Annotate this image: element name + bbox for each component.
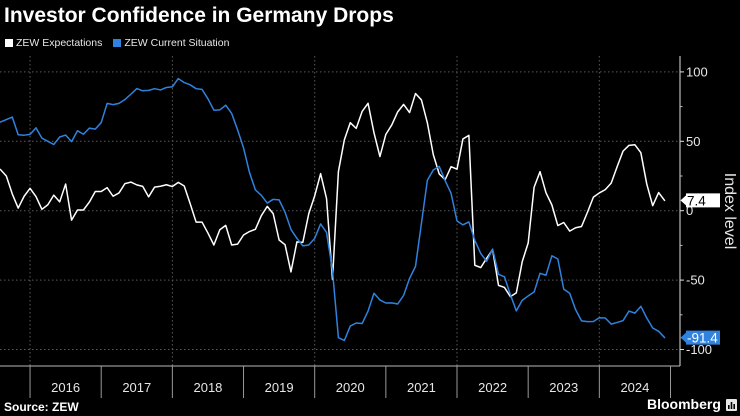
last-value-box	[680, 193, 720, 208]
last-value-text: -91.4	[687, 331, 718, 346]
x-tick-label: 2020	[336, 380, 365, 395]
x-tick-label: 2018	[193, 380, 222, 395]
x-tick-label: 2024	[620, 380, 649, 395]
chart-title: Investor Confidence in Germany Drops	[4, 4, 394, 27]
y-tick-label: 50	[686, 134, 700, 149]
bloomberg-terminal-icon	[726, 399, 737, 411]
x-tick-label: 2019	[265, 380, 294, 395]
x-tick-label: 2021	[407, 380, 436, 395]
legend-label-expectations: ZEW Expectations	[16, 37, 103, 49]
last-value-box	[680, 330, 720, 345]
last-value-text: 7.4	[687, 193, 706, 208]
x-tick-label: 2023	[549, 380, 578, 395]
y-tick-label: -100	[686, 342, 712, 357]
last-value-label: -91.4	[680, 330, 720, 346]
y-axis-title: Index level	[721, 173, 738, 250]
series-line-zew-current-situation	[0, 77, 666, 342]
y-tick-label: 100	[686, 64, 708, 79]
x-tick-label: 2022	[478, 380, 507, 395]
source-note: Source: ZEW	[4, 400, 79, 414]
x-tick-label: 2016	[51, 380, 80, 395]
legend-label-current-situation: ZEW Current Situation	[124, 37, 230, 49]
y-tick-label: -50	[686, 273, 705, 288]
legend-item-current-situation: ZEW Current Situation	[113, 36, 229, 50]
legend: ZEW Expectations ZEW Current Situation	[5, 36, 240, 50]
series-line-zew-expectations	[0, 92, 666, 298]
last-value-label: 7.4	[680, 193, 720, 208]
legend-swatch-current-situation	[113, 39, 122, 47]
y-tick-label: 0	[686, 203, 693, 218]
legend-item-expectations: ZEW Expectations	[5, 36, 102, 50]
legend-swatch-expectations	[5, 39, 13, 47]
bloomberg-logo-text: Bloomberg	[647, 396, 721, 412]
x-tick-label: 2017	[122, 380, 151, 395]
